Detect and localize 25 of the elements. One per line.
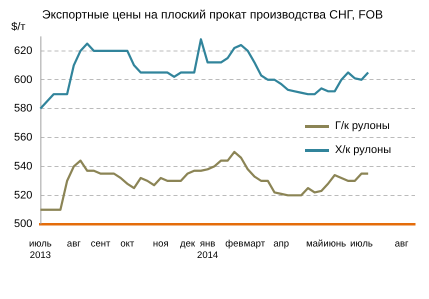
x-tick-label: дек	[180, 238, 196, 250]
legend-label: Г/к рулоны	[335, 120, 390, 132]
y-tick-label: 540	[14, 160, 32, 172]
x-tick-label: авг	[394, 238, 410, 250]
x-tick-label: июль 2013	[28, 238, 52, 261]
y-tick-label: 520	[14, 189, 32, 202]
x-tick-label: окт	[120, 238, 135, 250]
x-tick-label: сент	[90, 238, 112, 250]
y-tick-label: 500	[14, 218, 32, 230]
x-tick-label: янв 2014	[197, 238, 218, 261]
chart-title: Экспортные цены на плоский прокат производства СНГ, FOB	[42, 8, 384, 22]
x-tick-label: фев	[225, 238, 244, 250]
y-tick-label: 580	[14, 102, 32, 115]
x-tick-label: ноя	[152, 238, 169, 250]
legend-label: Х/к рулоны	[335, 144, 392, 156]
x-tick-label: март	[244, 238, 266, 250]
y-tick-label: 560	[14, 132, 32, 144]
y-tick-label: 620	[14, 44, 32, 57]
x-tick-label: июнь	[323, 238, 346, 250]
x-tick-label: апр	[273, 238, 290, 250]
x-tick-label: авг	[66, 238, 82, 250]
x-tick-label: май	[306, 238, 324, 250]
y-tick-label: 600	[14, 74, 32, 86]
y-axis-title: $/т	[11, 20, 26, 33]
x-tick-label: июль	[350, 238, 373, 250]
